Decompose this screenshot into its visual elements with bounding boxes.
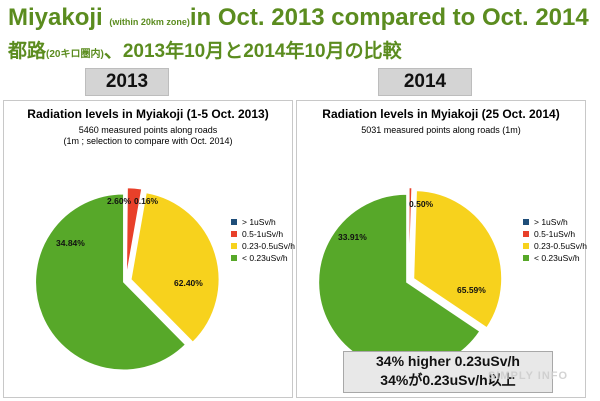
chart-subtitle-line2: (1m ; selection to compare with Oct. 201… bbox=[63, 136, 233, 146]
title-jp-a: 都路 bbox=[8, 41, 47, 62]
legend-swatch bbox=[231, 255, 237, 261]
pie-slice-under-0-23 bbox=[35, 193, 187, 371]
legend-label: < 0.23uSv/h bbox=[242, 253, 288, 263]
title-en-main: Miyakoji bbox=[8, 4, 103, 31]
chart-panel-2013: Radiation levels in Myiakoji (1-5 Oct. 2… bbox=[3, 100, 295, 398]
chart-subtitle-line1: 5460 measured points along roads bbox=[78, 125, 218, 135]
comparison-note: 34% higher 0.23uSv/h 34%が0.23uSv/h以上 bbox=[343, 351, 553, 393]
note-line-en: 34% higher 0.23uSv/h bbox=[376, 353, 520, 369]
legend-label: 0.5-1uSv/h bbox=[242, 229, 284, 239]
chart-legend: > 1uSv/h 0.5-1uSv/h 0.23-0.5uSv/h < 0.23uSv… bbox=[523, 216, 587, 264]
chart-panel-2014: Radiation levels in Myiakoji (25 Oct. 20… bbox=[296, 100, 587, 398]
page-title-en: Miyakoji (within 20km zone)in Oct. 2013 … bbox=[8, 4, 589, 32]
data-label-0-5-to-1: 2.60% bbox=[107, 196, 132, 206]
page-title-jp: 都路(20キロ圏内)、2013年10月と2014年10月の比較 bbox=[8, 36, 402, 63]
pie-chart-2013: 0.16%2.60% 34.84% 62.40% bbox=[35, 187, 220, 371]
title-jp-b: 、2013年10月と2014年10月の比較 bbox=[103, 41, 402, 62]
data-label-over-1: 0.16% bbox=[134, 196, 159, 206]
legend-label: > 1uSv/h bbox=[534, 217, 568, 227]
legend-entry-over-1: > 1uSv/h bbox=[231, 216, 295, 228]
legend-swatch bbox=[523, 231, 529, 237]
chart-title: Radiation levels in Myiakoji (1-5 Oct. 2… bbox=[27, 107, 269, 121]
legend-swatch bbox=[231, 243, 237, 249]
legend-label: > 1uSv/h bbox=[242, 217, 276, 227]
year-label-2013: 2013 bbox=[85, 68, 169, 96]
year-label-2014: 2014 bbox=[378, 68, 472, 96]
legend-entry-0-23-to-0-5: 0.23-0.5uSv/h bbox=[523, 240, 587, 252]
legend-swatch bbox=[231, 219, 237, 225]
data-label-0-5-to-1: 0.50% bbox=[409, 199, 434, 209]
legend-swatch bbox=[523, 243, 529, 249]
data-label-0-23-to-0-5: 33.91% bbox=[338, 232, 367, 242]
data-label-under-0-23: 65.59% bbox=[457, 285, 486, 295]
chart-title: Radiation levels in Myiakoji (25 Oct. 20… bbox=[322, 107, 560, 121]
legend-entry-over-1: > 1uSv/h bbox=[523, 216, 587, 228]
legend-entry-under-0-23: < 0.23uSv/h bbox=[523, 252, 587, 264]
legend-entry-0-5-to-1: 0.5-1uSv/h bbox=[523, 228, 587, 240]
legend-entry-0-5-to-1: 0.5-1uSv/h bbox=[231, 228, 295, 240]
legend-swatch bbox=[523, 219, 529, 225]
pie-slice-0-5-to-1 bbox=[408, 187, 413, 276]
note-line-jp: 34%が0.23uSv/h以上 bbox=[380, 372, 516, 388]
data-label-0-23-to-0-5: 34.84% bbox=[56, 238, 85, 248]
legend-label: < 0.23uSv/h bbox=[534, 253, 580, 263]
chart-subtitle-line1: 5031 measured points along roads (1m) bbox=[361, 125, 521, 135]
legend-entry-under-0-23: < 0.23uSv/h bbox=[231, 252, 295, 264]
chart-legend: > 1uSv/h 0.5-1uSv/h 0.23-0.5uSv/h < 0.23uSv… bbox=[231, 216, 295, 264]
title-jp-small: (20キロ圏内) bbox=[46, 49, 104, 60]
legend-label: 0.5-1uSv/h bbox=[534, 229, 576, 239]
title-en-small: (within 20km zone) bbox=[109, 17, 190, 27]
pie-slice-0-23-to-0-5 bbox=[130, 192, 220, 343]
pie-slice-0-5-to-1 bbox=[125, 187, 143, 276]
legend-entry-0-23-to-0-5: 0.23-0.5uSv/h bbox=[231, 240, 295, 252]
legend-swatch bbox=[231, 231, 237, 237]
legend-label: 0.23-0.5uSv/h bbox=[534, 241, 587, 251]
title-en-rest: in Oct. 2013 compared to Oct. 2014 bbox=[189, 4, 589, 31]
data-label-under-0-23: 62.40% bbox=[174, 278, 203, 288]
legend-label: 0.23-0.5uSv/h bbox=[242, 241, 295, 251]
pie-slice-0-23-to-0-5 bbox=[413, 190, 503, 329]
legend-swatch bbox=[523, 255, 529, 261]
watermark: SIMPLY INFO bbox=[488, 370, 569, 382]
